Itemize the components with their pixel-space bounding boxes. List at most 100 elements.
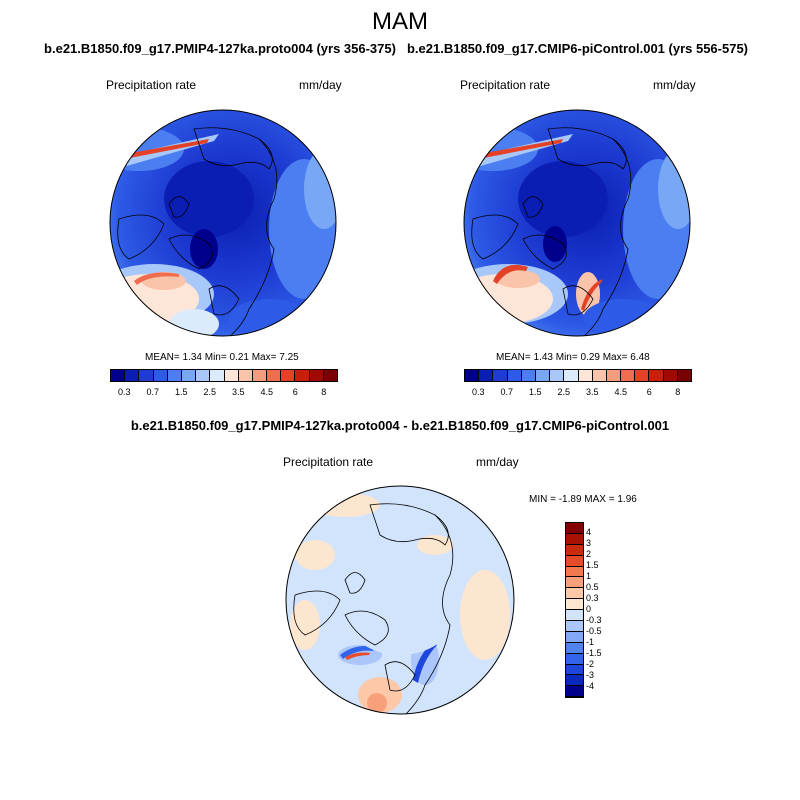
colorbar-swatch xyxy=(566,653,583,665)
panel1-colorbar-ticks: 0.3 0.7 1.5 2.5 3.5 4.5 6 8 xyxy=(110,387,336,399)
colorbar-swatch xyxy=(578,370,593,381)
colorbar-tick-label: -0.5 xyxy=(586,626,602,637)
colorbar-swatch xyxy=(566,533,583,545)
colorbar-swatch xyxy=(181,370,197,381)
colorbar-swatch xyxy=(677,370,691,381)
panel2-map xyxy=(463,109,691,337)
colorbar-swatch xyxy=(167,370,182,381)
colorbar-tick-label: -1.5 xyxy=(586,648,602,659)
colorbar-swatch xyxy=(566,588,583,600)
colorbar-swatch xyxy=(196,370,211,381)
colorbar-tick-label: 0.3 xyxy=(471,387,485,397)
colorbar-swatch xyxy=(309,370,324,381)
colorbar-swatch xyxy=(663,370,678,381)
panel1-units: mm/day xyxy=(299,78,342,92)
panel2-colorbar xyxy=(464,369,692,382)
colorbar-tick-label: 0.3 xyxy=(586,593,599,604)
colorbar-swatch xyxy=(566,621,583,632)
colorbar-swatch xyxy=(535,370,551,381)
colorbar-swatch xyxy=(566,555,583,567)
colorbar-tick-label: 6 xyxy=(646,387,652,397)
colorbar-swatch xyxy=(125,370,140,381)
colorbar-tick-label: 1.5 xyxy=(528,387,542,397)
colorbar-tick-label: 2.5 xyxy=(203,387,216,397)
colorbar-tick-label: -0.3 xyxy=(586,615,602,626)
colorbar-swatch xyxy=(550,370,565,381)
colorbar-swatch xyxy=(493,370,508,381)
colorbar-swatch xyxy=(566,544,583,556)
colorbar-tick-label: 3.5 xyxy=(231,387,245,397)
colorbar-swatch xyxy=(281,370,296,381)
panel1-colorbar xyxy=(110,369,338,382)
diff-stats: MIN = -1.89 MAX = 1.96 xyxy=(529,494,637,505)
colorbar-tick-label: 4.5 xyxy=(260,387,273,397)
colorbar-swatch xyxy=(267,370,282,381)
panel2-case-title: b.e21.B1850.f09_g17.CMIP6-piControl.001 … xyxy=(406,41,749,56)
colorbar-swatch xyxy=(521,370,536,381)
diff-map xyxy=(285,485,515,715)
panel2-units: mm/day xyxy=(653,78,696,92)
colorbar-tick-label: 0.7 xyxy=(500,387,513,397)
colorbar-swatch xyxy=(295,370,310,381)
colorbar-swatch xyxy=(323,370,337,381)
colorbar-swatch xyxy=(592,370,607,381)
colorbar-swatch xyxy=(566,599,583,611)
colorbar-swatch xyxy=(111,370,126,381)
colorbar-swatch xyxy=(210,370,225,381)
colorbar-swatch xyxy=(252,370,268,381)
colorbar-swatch xyxy=(566,566,583,578)
colorbar-tick-label: 0 xyxy=(586,604,592,615)
diff-units: mm/day xyxy=(476,455,519,469)
panel2-stats: MEAN= 1.43 Min= 0.29 Max= 6.48 xyxy=(496,352,650,363)
diff-colorbar-ticks: 4 3 2 1.5 1 0.5 0.3 0 -0.3 -0.5 -1 -1.5 -2 -3 -4 xyxy=(586,522,626,712)
diff-colorbar xyxy=(565,522,584,699)
colorbar-swatch xyxy=(566,675,583,687)
colorbar-tick-label: 0.7 xyxy=(146,387,159,397)
colorbar-tick-label: 3 xyxy=(586,538,592,549)
colorbar-swatch xyxy=(566,523,583,534)
panel2-colorbar-ticks: 0.3 0.7 1.5 2.5 3.5 4.5 6 8 xyxy=(464,387,690,399)
colorbar-swatch xyxy=(649,370,664,381)
colorbar-swatch xyxy=(621,370,636,381)
panel1-variable: Precipitation rate xyxy=(106,78,197,92)
colorbar-tick-label: 2.5 xyxy=(557,387,570,397)
colorbar-swatch xyxy=(566,642,583,654)
colorbar-tick-label: 1 xyxy=(586,571,592,582)
colorbar-swatch xyxy=(606,370,622,381)
colorbar-swatch xyxy=(566,577,583,589)
colorbar-swatch xyxy=(566,631,583,643)
panel1-map xyxy=(109,109,337,337)
colorbar-tick-label: 8 xyxy=(675,387,681,397)
colorbar-swatch xyxy=(507,370,522,381)
colorbar-swatch xyxy=(224,370,239,381)
colorbar-tick-label: 0.3 xyxy=(117,387,131,397)
colorbar-tick-label: 1.5 xyxy=(586,560,599,571)
panel2-variable: Precipitation rate xyxy=(460,78,551,92)
figure-title: MAM xyxy=(372,8,428,35)
colorbar-swatch xyxy=(566,610,583,622)
colorbar-swatch xyxy=(635,370,650,381)
diff-case-title: b.e21.B1850.f09_g17.PMIP4-127ka.proto004… xyxy=(130,418,670,433)
colorbar-swatch xyxy=(139,370,154,381)
colorbar-swatch xyxy=(566,664,583,676)
colorbar-swatch xyxy=(153,370,168,381)
colorbar-tick-label: 1.5 xyxy=(174,387,188,397)
colorbar-tick-label: 4 xyxy=(586,527,592,538)
colorbar-tick-label: -2 xyxy=(586,659,595,670)
colorbar-tick-label: 4.5 xyxy=(614,387,627,397)
colorbar-swatch xyxy=(465,370,480,381)
colorbar-tick-label: 6 xyxy=(292,387,298,397)
diff-variable: Precipitation rate xyxy=(283,455,374,469)
colorbar-tick-label: -4 xyxy=(586,681,595,692)
colorbar-swatch xyxy=(566,686,583,698)
panel1-stats: MEAN= 1.34 Min= 0.21 Max= 7.25 xyxy=(145,352,299,363)
panel1-case-title: b.e21.B1850.f09_g17.PMIP4-127ka.proto004… xyxy=(44,41,396,56)
colorbar-tick-label: 8 xyxy=(321,387,327,397)
colorbar-tick-label: -1 xyxy=(586,637,595,648)
colorbar-tick-label: 2 xyxy=(586,549,592,560)
colorbar-tick-label: 0.5 xyxy=(586,582,599,593)
colorbar-tick-label: -3 xyxy=(586,670,595,681)
colorbar-swatch xyxy=(479,370,494,381)
colorbar-swatch xyxy=(238,370,253,381)
colorbar-tick-label: 3.5 xyxy=(585,387,599,397)
